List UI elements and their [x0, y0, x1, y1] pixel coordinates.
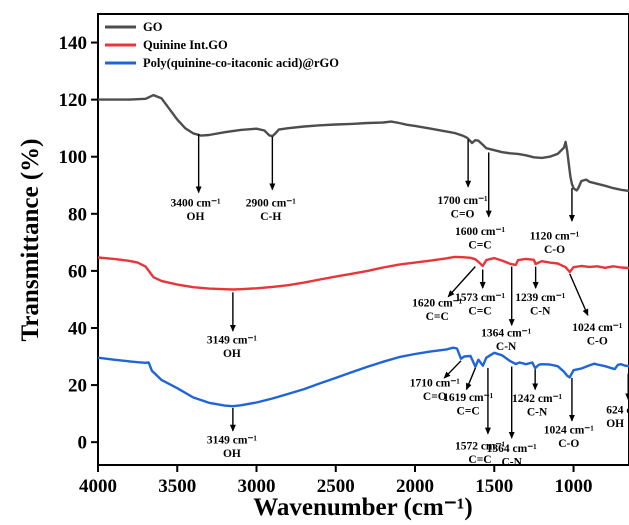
peak-bond-label: OH [223, 348, 241, 360]
peak-annotation: 1242 cm⁻¹ C-N [512, 369, 562, 419]
x-tick-label: 4000 [79, 476, 117, 497]
x-tick-label: 2500 [317, 476, 355, 497]
y-tick-label: 60 [68, 261, 87, 282]
peak-bond-label: C=C [468, 305, 491, 317]
x-tick-label: 1500 [475, 476, 513, 497]
peak-wavenumber-label: 1364 cm⁻¹ [487, 443, 537, 455]
series-line-2 [98, 255, 629, 291]
peak-arrow [447, 266, 476, 298]
y-tick-label: 80 [68, 204, 87, 225]
peak-wavenumber-label: 1573 cm⁻¹ [455, 292, 505, 304]
peak-annotation: 624 cm⁻¹OH [606, 373, 629, 430]
peak-annotation: 2900 cm⁻¹C-H [246, 136, 296, 223]
peak-bond-label: C-N [501, 457, 522, 469]
peak-wavenumber-label: 1242 cm⁻¹ [512, 393, 562, 405]
peak-annotation: 1572 cm⁻¹ C=C [455, 367, 505, 466]
legend: GO Quinine Int.GO Poly(quinine-co-itaconic… [105, 20, 339, 70]
peak-wavenumber-label: 1710 cm⁻¹ [410, 378, 460, 390]
peak-bond-label: C=O [423, 391, 447, 403]
peak-annotation: 1573 cm⁻¹C=C [455, 269, 505, 317]
peak-bond-label: OH [223, 448, 241, 460]
peak-wavenumber-label: 3149 cm⁻¹ [207, 435, 257, 447]
legend-label-1: GO [143, 20, 163, 34]
peak-annotation: 3149 cm⁻¹OH [207, 407, 257, 460]
peak-bond-label: C=O [451, 208, 475, 220]
series-line-1 [98, 93, 629, 193]
peak-arrow [465, 367, 477, 391]
y-tick-label: 0 [78, 433, 88, 454]
peak-wavenumber-label: 1024 cm⁻¹ [544, 425, 594, 437]
peak-annotation: 1700 cm⁻¹C=O [438, 139, 488, 220]
peak-bond-label: C-O [587, 335, 608, 347]
peak-annotation: 1364 cm⁻¹ C-N [487, 366, 537, 469]
series-line-3 [98, 346, 629, 408]
peak-bond-label: C=C [457, 405, 480, 417]
peak-bond-label: OH [606, 418, 624, 430]
peak-annotation: 1024 cm⁻¹C-O [569, 273, 622, 347]
peak-annotation: 3400 cm⁻¹OH [170, 133, 221, 223]
peak-bond-label: C-N [496, 341, 517, 353]
plot-frame [97, 13, 629, 466]
peak-annotation: 1710 cm⁻¹C=O [410, 360, 462, 403]
peak-bond-label: C=C [468, 240, 491, 252]
peak-annotation: 1600 cm⁻¹ C=C [455, 152, 505, 252]
peak-arrow [443, 360, 462, 379]
legend-label-2: Quinine Int.GO [143, 38, 228, 52]
x-tick-label: 2000 [396, 476, 434, 497]
peak-annotation: 3149 cm⁻¹OH [207, 292, 257, 360]
peak-annotation: 1364 cm⁻¹C-N [481, 266, 531, 353]
y-tick-label: 140 [59, 33, 88, 54]
peak-wavenumber-label: 1239 cm⁻¹ [515, 292, 565, 304]
y-axis-title: Transmittance (%) [17, 139, 44, 342]
x-axis-title: Wavenumber (cm⁻¹) [253, 494, 473, 521]
x-tick-label: 3500 [158, 476, 196, 497]
peak-wavenumber-label: 1572 cm⁻¹ [455, 440, 505, 452]
peak-wavenumber-label: 1619 cm⁻¹ [443, 392, 493, 404]
peak-wavenumber-label: 1620 cm⁻¹ [412, 298, 462, 310]
peak-annotation: 1620 cm⁻¹C=C [412, 266, 476, 323]
peak-bond-label: C=C [468, 454, 491, 466]
peak-wavenumber-label: 3149 cm⁻¹ [207, 335, 257, 347]
peak-bond-label: OH [187, 211, 205, 223]
peak-bond-label: C-O [544, 244, 565, 256]
peak-arrow [569, 273, 589, 317]
peak-bond-label: C-H [260, 211, 281, 223]
peak-wavenumber-label: 1024 cm⁻¹ [572, 322, 622, 334]
peak-wavenumber-label: 1120 cm⁻¹ [530, 231, 579, 243]
x-tick-label: 1000 [555, 476, 593, 497]
x-tick-label: 3000 [238, 476, 276, 497]
y-tick-label: 100 [59, 147, 88, 168]
peak-wavenumber-label: 1364 cm⁻¹ [481, 328, 531, 340]
legend-label-3: Poly(quinine-co-itaconic acid)@rGO [143, 56, 339, 70]
peak-annotation: 1239 cm⁻¹C-N [515, 266, 565, 317]
y-tick-label: 120 [59, 90, 88, 111]
series-group [98, 93, 629, 408]
peak-annotation: 1024 cm⁻¹C-O [544, 377, 594, 450]
peak-wavenumber-label: 3400 cm⁻¹ [170, 198, 220, 210]
peak-wavenumber-label: 2900 cm⁻¹ [246, 198, 296, 210]
y-tick-label: 20 [68, 376, 87, 397]
peak-bond-label: C-O [558, 438, 579, 450]
peak-wavenumber-label: 1700 cm⁻¹ [438, 195, 488, 207]
peak-bond-label: C-N [527, 407, 548, 419]
y-axis: 0 20 40 60 80 100 120 140 [59, 33, 98, 454]
peak-bond-label: C=C [426, 311, 449, 323]
peak-wavenumber-label: 1600 cm⁻¹ [455, 226, 505, 238]
x-axis: 4000 3500 3000 2500 2000 1500 1000 [79, 465, 593, 497]
peak-annotation: 1120 cm⁻¹C-O [530, 188, 579, 256]
peak-annotation: 1619 cm⁻¹C=C [443, 367, 493, 417]
peak-wavenumber-label: 624 cm⁻¹ [606, 405, 629, 417]
y-tick-label: 40 [68, 318, 87, 339]
peak-bond-label: C-N [530, 305, 551, 317]
